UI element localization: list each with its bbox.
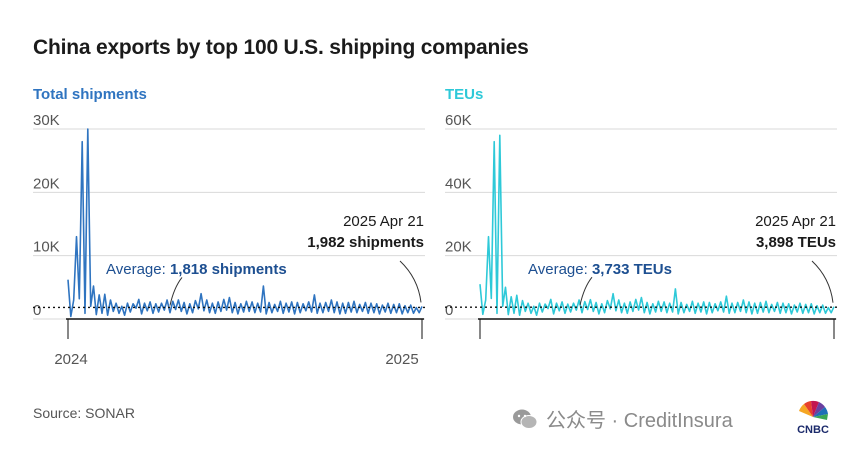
watermark-text: 公众号 · CreditInsura bbox=[546, 410, 733, 432]
average-annotation: Average: 3,733 TEUs bbox=[528, 261, 672, 278]
average-label: Average: bbox=[528, 261, 592, 278]
average-pointer bbox=[579, 276, 593, 306]
chart-title: China exports by top 100 U.S. shipping c… bbox=[33, 36, 529, 59]
average-value: 3,733 TEUs bbox=[592, 261, 672, 278]
y-tick-label: 20K bbox=[445, 239, 472, 256]
wechat-icon bbox=[513, 409, 538, 429]
panel-title-teus: TEUs bbox=[445, 86, 484, 103]
last-point-date: 2025 Apr 21 bbox=[343, 213, 424, 230]
x-tick-label-end: 2025 bbox=[385, 351, 418, 368]
last-point-value: 3,898 TEUs bbox=[756, 234, 836, 251]
y-tick-label: 30K bbox=[33, 112, 60, 129]
average-annotation: Average: 1,818 shipments bbox=[106, 261, 287, 278]
y-tick-label: 60K bbox=[445, 112, 472, 129]
average-label: Average: bbox=[106, 261, 170, 278]
y-tick-label: 0 bbox=[33, 302, 41, 319]
series-line bbox=[67, 128, 423, 318]
last-point-pointer bbox=[399, 260, 422, 303]
average-value: 1,818 shipments bbox=[170, 261, 287, 278]
last-point-value: 1,982 shipments bbox=[307, 234, 424, 251]
logo-text: CNBC bbox=[797, 424, 829, 435]
panel-title-total-shipments: Total shipments bbox=[33, 86, 147, 103]
y-tick-label: 20K bbox=[33, 175, 60, 192]
y-tick-label: 40K bbox=[445, 175, 472, 192]
y-tick-label: 0 bbox=[445, 302, 453, 319]
average-pointer bbox=[169, 277, 183, 306]
x-tick-label-start: 2024 bbox=[54, 351, 87, 368]
cnbc-logo: CNBC bbox=[797, 400, 829, 435]
watermark: 公众号 · CreditInsura bbox=[512, 404, 733, 433]
y-tick-label: 10K bbox=[33, 239, 60, 256]
last-point-pointer bbox=[811, 260, 834, 303]
last-point-date: 2025 Apr 21 bbox=[755, 213, 836, 230]
total-shipments-chart: 0 10K 20K 30K 2024 2025 Average: 1,818 shipmen… bbox=[33, 112, 425, 368]
source-note: Source: SONAR bbox=[33, 405, 135, 421]
teus-chart: 0 20K 40K 60K Average: 3,733 TEUs 2025 Apr 21… bbox=[445, 112, 837, 339]
